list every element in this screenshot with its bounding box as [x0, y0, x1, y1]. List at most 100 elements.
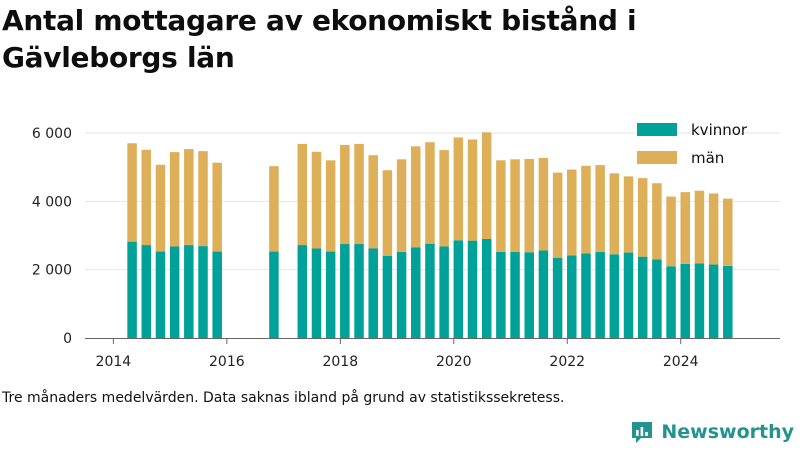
bar-kvinnor [340, 244, 350, 338]
bar-kvinnor [368, 248, 378, 338]
y-tick-label: 6 000 [32, 126, 72, 142]
bar-kvinnor [680, 263, 690, 338]
bar-kvinnor [127, 241, 137, 338]
x-tick-label: 2018 [322, 354, 358, 370]
bar-man [567, 169, 577, 256]
bar-man [680, 192, 690, 264]
legend-label-kvinnor: kvinnor [691, 121, 748, 139]
bar-kvinnor [652, 259, 662, 338]
bar-man [325, 160, 336, 252]
bar-kvinnor [354, 244, 364, 338]
bar-kvinnor [411, 247, 421, 338]
bar-kvinnor [666, 266, 676, 338]
bar-man [481, 132, 492, 239]
bar-kvinnor [581, 253, 591, 338]
legend-swatch-man [637, 151, 677, 164]
bar-man [411, 146, 421, 248]
brand-logo[interactable]: Newsworthy [629, 419, 794, 445]
legend-label-man: män [691, 149, 724, 167]
bar-man [311, 151, 322, 249]
y-tick-label: 4 000 [32, 194, 72, 210]
bar-kvinnor [184, 245, 194, 338]
bar-man [524, 158, 534, 253]
legend-swatch-kvinnor [637, 123, 677, 136]
chart-axes: 0 2 000 4 000 6 000 2014 2016 2018 2020 2022 2024 [32, 126, 780, 370]
bar-man [595, 165, 605, 252]
bar-kvinnor [311, 248, 322, 338]
bar-kvinnor [382, 256, 393, 338]
bar-man [652, 183, 662, 260]
bar-man [212, 162, 222, 252]
x-tick-label: 2014 [96, 354, 132, 370]
bar-kvinnor [141, 245, 152, 338]
page-title: Antal mottagare av ekonomiskt bistånd i … [2, 4, 637, 74]
bar-kvinnor [169, 246, 180, 338]
x-tick-label: 2022 [549, 354, 585, 370]
bar-man [694, 190, 705, 264]
x-tick-label: 2020 [436, 354, 472, 370]
bar-kvinnor [694, 263, 705, 338]
bar-kvinnor [496, 251, 506, 338]
y-tick-label: 0 [63, 331, 72, 347]
bar-man [496, 160, 506, 252]
bar-man [169, 152, 180, 247]
bar-man [297, 143, 308, 246]
bar-man [368, 155, 378, 249]
bar-kvinnor [595, 251, 605, 338]
bar-kvinnor [552, 257, 563, 338]
bar-man [453, 137, 464, 241]
bar-man [439, 150, 449, 247]
bar-man [198, 151, 208, 247]
bar-kvinnor [510, 251, 520, 338]
bar-man [609, 173, 620, 255]
bar-man [382, 170, 393, 256]
bar-man [269, 166, 279, 252]
newsworthy-logo-icon [632, 422, 653, 443]
bar-kvinnor [425, 243, 435, 338]
bar-man [184, 149, 194, 246]
bar-kvinnor [567, 255, 577, 338]
bar-man [396, 159, 407, 252]
bar-kvinnor [269, 251, 279, 338]
chart-bars [127, 132, 733, 339]
bar-man [340, 144, 350, 245]
bar-kvinnor [297, 245, 308, 338]
bar-kvinnor [708, 264, 719, 338]
bar-man [141, 149, 152, 246]
bar-kvinnor [439, 246, 449, 338]
brand-name: Newsworthy [661, 421, 794, 443]
bar-kvinnor [453, 240, 464, 338]
y-tick-label: 2 000 [32, 263, 72, 279]
x-tick-label: 2016 [209, 354, 245, 370]
bar-man [623, 176, 634, 253]
bar-man [552, 172, 563, 258]
bar-kvinnor [538, 250, 549, 338]
bar-man [581, 165, 591, 254]
bar-kvinnor [723, 265, 733, 338]
bar-kvinnor [609, 254, 620, 338]
bar-man [155, 164, 166, 252]
bar-kvinnor [524, 252, 534, 338]
bar-man [666, 196, 676, 267]
bar-man [425, 142, 435, 244]
bar-kvinnor [325, 251, 336, 338]
bar-man [708, 193, 719, 265]
bar-kvinnor [467, 240, 478, 339]
bar-man [354, 143, 364, 245]
bar-man [538, 157, 549, 251]
bar-kvinnor [155, 251, 166, 338]
bar-kvinnor [396, 251, 407, 338]
bar-man [510, 159, 520, 252]
bar-man [467, 139, 478, 241]
bar-man [127, 143, 137, 242]
bar-kvinnor [198, 246, 208, 338]
bar-kvinnor [637, 256, 648, 338]
chart-footnote: Tre månaders medelvärden. Data saknas ib… [2, 390, 565, 406]
bar-man [637, 178, 648, 257]
chart-legend: kvinnor män [637, 121, 748, 167]
bar-man [723, 198, 733, 266]
bar-kvinnor [623, 252, 634, 338]
bar-kvinnor [212, 251, 222, 338]
x-tick-label: 2024 [663, 354, 699, 370]
